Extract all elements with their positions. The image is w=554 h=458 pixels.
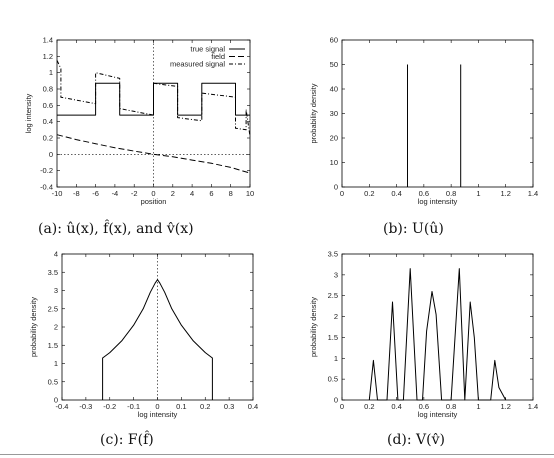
series-line-density [102,279,213,400]
x-tick-label: 0 [151,189,155,198]
legend-label: field [211,52,225,61]
x-tick-label: -10 [52,189,63,198]
y-tick-label: 10 [330,158,338,167]
x-tick-label: 0.8 [446,402,456,411]
y-tick-label: -0.2 [40,166,53,175]
x-tick-label: -8 [73,189,80,198]
plot-frame [341,39,534,188]
x-tick-label: 0.2 [364,402,374,411]
x-tick-label: -0.1 [127,402,140,411]
y-axis-label: probability density [309,83,318,143]
y-axis-label: probability density [309,297,318,357]
panel-caption: (c): F(f̂) [100,430,154,448]
y-tick-label: 0.5 [328,375,338,384]
x-tick-label: 0 [340,189,344,198]
y-tick-label: -0.4 [40,183,53,192]
x-tick-label: 1.4 [528,402,538,411]
x-tick-label: 0.1 [176,402,186,411]
y-axis-label: log intensity [24,93,33,133]
y-tick-label: 20 [330,134,338,143]
panel-b: 0 0.2 0.4 0.6 0.8 1 1.2 1.4 0 10 20 30 40 50 60 log int… [309,36,538,238]
y-tick-label: 0 [54,396,58,405]
x-tick-label: 0.6 [419,402,429,411]
x-tick-label: 0 [155,402,159,411]
x-tick-label: -0.4 [56,402,69,411]
y-tick-label: 4 [54,250,58,259]
y-tick-label: 0 [334,183,338,192]
y-tick-label: 2 [54,323,58,332]
y-tick-label: 40 [330,85,338,94]
x-tick-label: 0.2 [364,189,374,198]
x-axis-label: log intensity [138,410,178,419]
x-tick-label: 0.4 [391,189,401,198]
x-axis-label: log intensity [418,197,458,206]
panel-caption: (a): û(x), f̂(x), and v̂(x) [38,219,194,237]
series-line-measured-signal [56,60,251,137]
x-tick-label: 4 [190,189,194,198]
panel-caption: (d): V(v̂) [387,432,445,448]
x-tick-label: 0.4 [248,402,258,411]
x-tick-label: -0.2 [103,402,116,411]
y-tick-label: 1 [49,68,53,77]
x-tick-label: -6 [92,189,99,198]
y-tick-label: 0 [334,396,338,405]
x-tick-label: 10 [246,189,254,198]
x-tick-label: -0.3 [79,402,92,411]
legend-label: true signal [190,45,225,54]
y-tick-label: 30 [330,109,338,118]
x-tick-label: -2 [131,189,138,198]
y-tick-label: 1.4 [43,36,53,45]
y-tick-label: 2 [334,312,338,321]
y-tick-label: 60 [330,36,338,45]
y-tick-label: 50 [330,60,338,69]
x-axis-label: position [141,197,167,206]
x-tick-label: 0.4 [391,402,401,411]
x-tick-label: 2 [171,189,175,198]
plot-frame [341,253,534,401]
series-line-true-signal [57,82,250,116]
x-tick-label: 1.2 [500,402,510,411]
y-tick-label: 0.5 [48,377,58,386]
series-line-field [56,134,251,174]
x-tick-label: 1.2 [500,189,510,198]
y-tick-label: 1.5 [48,341,58,350]
x-tick-label: 1 [476,189,480,198]
x-tick-label: 0 [340,402,344,411]
y-tick-label: 1.5 [328,333,338,342]
legend-label: measured signal [170,60,225,69]
x-tick-label: 1 [476,402,480,411]
x-tick-label: 6 [209,189,213,198]
x-tick-label: 0.3 [224,402,234,411]
x-tick-label: 1.4 [528,189,538,198]
y-tick-label: 2.5 [48,304,58,313]
y-tick-label: 0.2 [43,134,53,143]
panel-d: 0 0.2 0.4 0.6 0.8 1 1.2 1.4 0 0.5 1 1.5 2 2.5 3 3.5 log … [309,250,538,449]
x-tick-label: 0.6 [419,189,429,198]
y-tick-label: 1 [54,359,58,368]
bottom-rule [0,454,554,455]
y-axis-label: probability density [29,297,38,357]
y-tick-label: 1.2 [43,52,53,61]
panel-a: -10 -8 -6 -4 -2 0 2 4 6 8 10 -0.4 -0.2 0 0.2 0.4 0.6 0.8 1… [24,36,254,238]
y-tick-label: 1 [334,354,338,363]
y-tick-label: 0 [49,150,53,159]
x-tick-label: 8 [229,189,233,198]
y-tick-label: 2.5 [328,291,338,300]
panel-caption: (b): U(û) [383,221,444,237]
y-tick-label: 0.6 [43,101,53,110]
y-tick-label: 3 [54,286,58,295]
y-tick-label: 3 [334,270,338,279]
x-tick-label: -4 [112,189,119,198]
series-line-density [368,268,507,401]
x-axis-label: log intensity [418,410,458,419]
x-tick-label: 0.8 [446,189,456,198]
y-tick-label: 0.8 [43,85,53,94]
y-tick-label: 3.5 [328,250,338,259]
panel-c: -0.4 -0.3 -0.2 -0.1 0 0.1 0.2 0.3 0.4 0 0.5 1 1.5 2 2.… [29,250,258,449]
x-tick-label: 0.2 [200,402,210,411]
y-tick-label: 3.5 [48,268,58,277]
y-tick-label: 0.4 [43,117,53,126]
